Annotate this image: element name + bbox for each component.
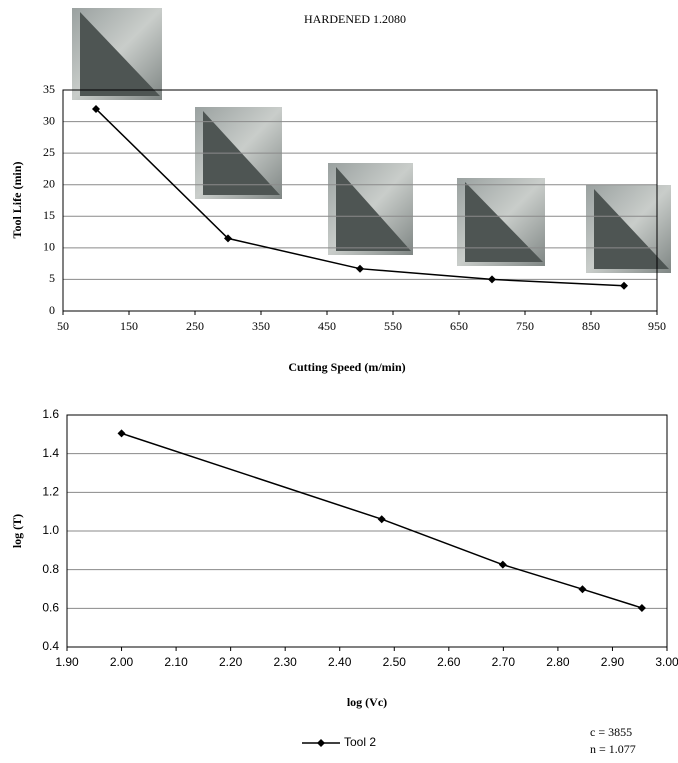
legend-label: Tool 2 xyxy=(344,735,376,749)
x-tick-label: 850 xyxy=(582,319,600,333)
y-tick-label: 0.4 xyxy=(42,639,59,653)
x-tick-label: 550 xyxy=(384,319,402,333)
y-tick-label: 30 xyxy=(43,113,55,127)
y-tick-label: 1.6 xyxy=(42,407,59,421)
y-tick-label: 5 xyxy=(49,271,55,285)
plot-frame xyxy=(62,89,658,312)
x-tick-label: 650 xyxy=(450,319,468,333)
x-tick-label: 2.30 xyxy=(274,655,298,669)
tool-edge xyxy=(465,182,543,262)
y-tick-label: 1.2 xyxy=(42,485,59,499)
y-tick-label: 35 xyxy=(43,82,55,96)
x-tick-label: 250 xyxy=(186,319,204,333)
y-tick-label: 25 xyxy=(43,145,55,159)
x-tick-label: 2.40 xyxy=(328,655,352,669)
x-tick-label: 2.20 xyxy=(219,655,243,669)
y-tick-label: 20 xyxy=(43,176,55,190)
x-tick-label: 350 xyxy=(252,319,270,333)
data-point xyxy=(637,603,646,612)
y-axis-label: Tool Life (min) xyxy=(10,162,24,239)
data-point xyxy=(578,585,587,594)
x-tick-label: 1.90 xyxy=(55,655,79,669)
legend-marker xyxy=(317,739,325,747)
y-tick-label: 0 xyxy=(49,303,55,317)
data-point xyxy=(377,515,386,524)
data-point xyxy=(92,104,100,113)
x-tick-label: 2.70 xyxy=(492,655,516,669)
annotation: c = 3855 xyxy=(590,725,632,739)
y-axis-label: log (T) xyxy=(10,514,24,548)
x-axis-label: Cutting Speed (m/min) xyxy=(288,360,405,374)
y-tick-label: 15 xyxy=(43,208,55,222)
x-tick-label: 3.00 xyxy=(655,655,678,669)
x-tick-label: 750 xyxy=(516,319,534,333)
data-point xyxy=(498,560,507,569)
x-tick-label: 2.10 xyxy=(164,655,188,669)
x-axis-label: log (Vc) xyxy=(347,695,387,709)
data-point xyxy=(117,429,126,438)
x-tick-label: 2.00 xyxy=(110,655,134,669)
data-point xyxy=(620,281,628,290)
x-tick-label: 2.60 xyxy=(437,655,461,669)
tool-edge xyxy=(336,167,411,251)
y-tick-label: 1.0 xyxy=(42,523,59,537)
tool-photos xyxy=(72,8,671,273)
data-point xyxy=(356,264,364,273)
data-point xyxy=(488,275,496,284)
x-tick-label: 450 xyxy=(318,319,336,333)
tool-edge xyxy=(594,189,669,269)
tool-edge xyxy=(80,12,160,96)
chart-title: HARDENED 1.2080 xyxy=(304,12,406,26)
plot-frame xyxy=(66,414,668,648)
y-tick-label: 1.4 xyxy=(42,446,59,460)
annotation: n = 1.077 xyxy=(590,742,636,756)
x-tick-label: 50 xyxy=(57,319,69,333)
y-tick-label: 10 xyxy=(43,240,55,254)
x-tick-label: 950 xyxy=(648,319,666,333)
x-tick-label: 150 xyxy=(120,319,138,333)
x-tick-label: 2.80 xyxy=(546,655,570,669)
x-tick-label: 2.90 xyxy=(601,655,625,669)
data-point xyxy=(224,234,232,243)
y-tick-label: 0.6 xyxy=(42,601,59,615)
x-tick-label: 2.50 xyxy=(383,655,407,669)
y-tick-label: 0.8 xyxy=(42,562,59,576)
